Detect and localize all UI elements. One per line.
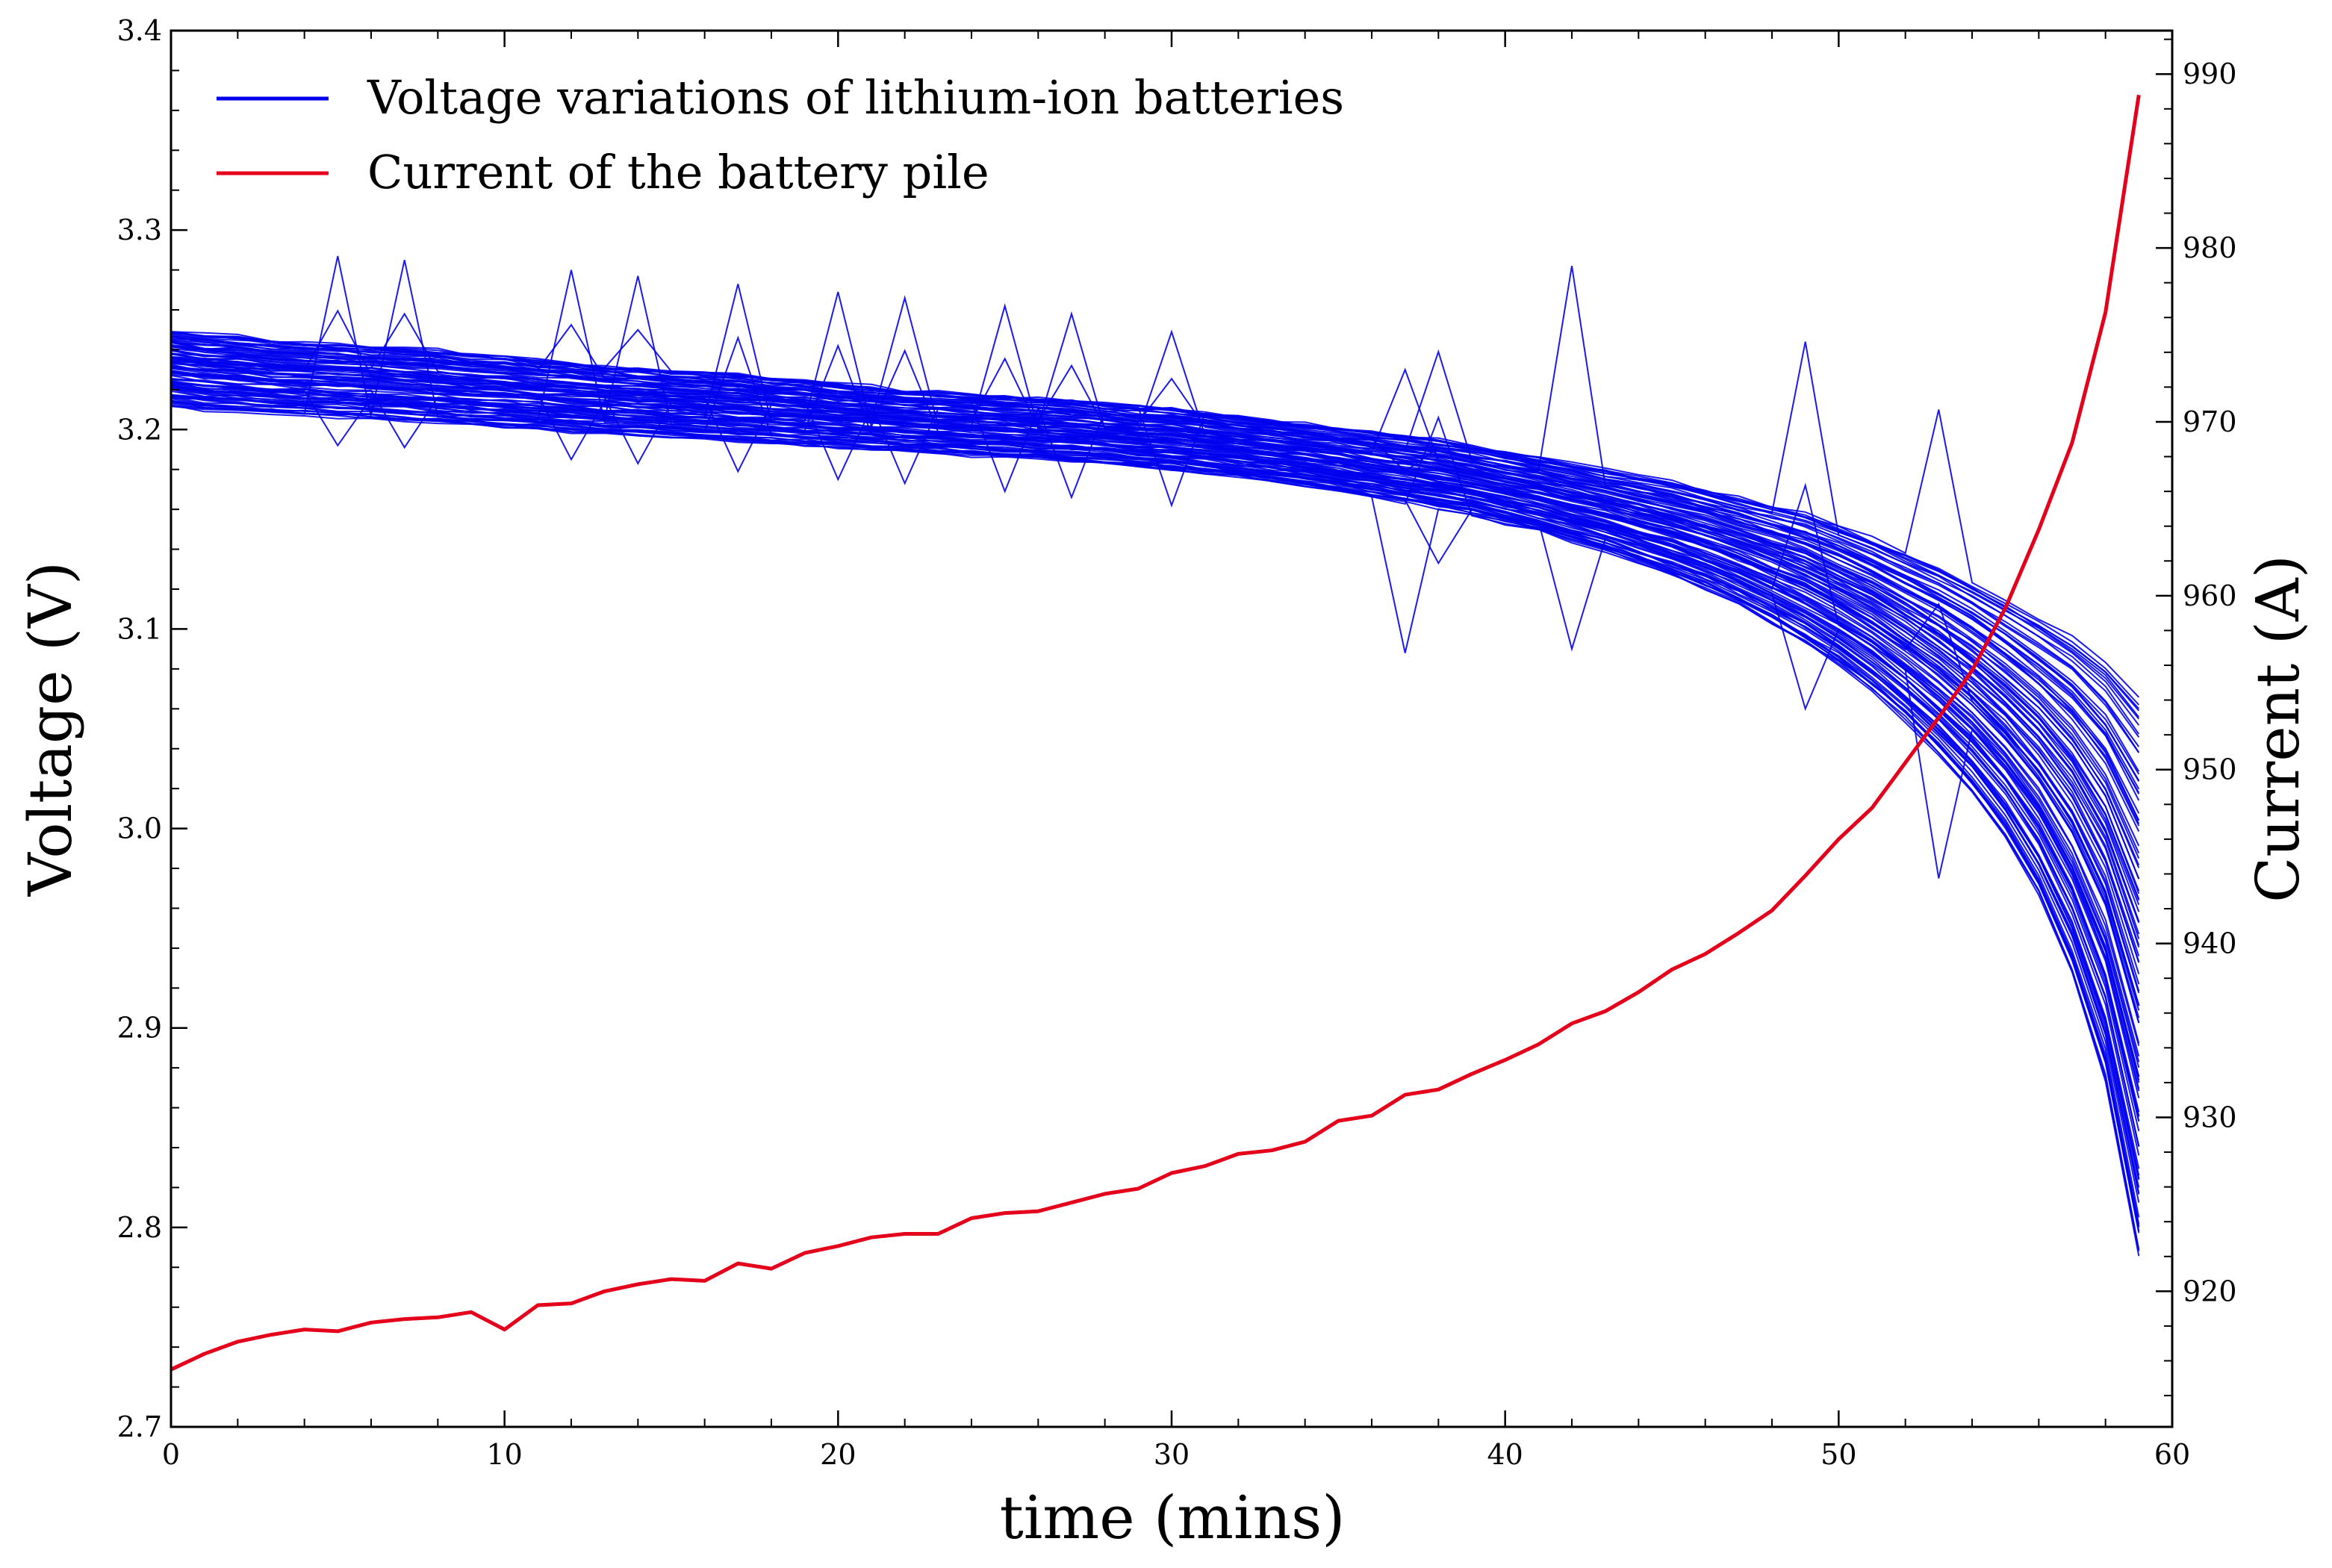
x-tick-label: 0: [162, 1438, 180, 1471]
voltage-cell-line: [170, 382, 2140, 1083]
voltage-cell-line: [170, 346, 2140, 821]
y-left-tick-label: 2.7: [117, 1410, 162, 1443]
current-line: [170, 94, 2141, 1372]
x-tick-label: 40: [1487, 1438, 1523, 1471]
voltage-cell-line: [170, 385, 2140, 1113]
y-right-tick-label: 950: [2183, 753, 2237, 786]
current-series-layer: [170, 94, 2141, 1372]
voltage-series-layer: [170, 255, 2140, 1257]
y-right-tick-label: 990: [2183, 57, 2237, 90]
voltage-cell-line: [170, 357, 2140, 895]
voltage-cell-line: [170, 329, 2140, 912]
voltage-cell-line: [170, 345, 2140, 814]
y-left-tick-label: 3.3: [117, 214, 162, 246]
voltage-cell-line: [170, 374, 2140, 1044]
x-tick-label: 60: [2154, 1438, 2190, 1471]
y-left-tick-label: 2.9: [117, 1012, 162, 1045]
legend: Voltage variations of lithium-ion batter…: [217, 70, 1344, 199]
axis-tick-labels: 0 10 20 30 40 50 60 2.7 2.8 2.9 3.0 3.1 3.2 3.3 3.4 920…: [117, 14, 2237, 1471]
legend-label-voltage: Voltage variations of lithium-ion batter…: [367, 70, 1344, 125]
x-tick-label: 30: [1154, 1438, 1190, 1471]
voltage-cell-line: [170, 334, 2140, 738]
y-axis-right-title: Current (A): [2243, 555, 2313, 903]
y-right-tick-label: 930: [2183, 1101, 2237, 1133]
x-tick-label: 50: [1820, 1438, 1856, 1471]
voltage-cell-line: [170, 400, 2140, 1225]
x-axis-title: time (mins): [1000, 1483, 1346, 1552]
voltage-cell-line: [170, 366, 2140, 956]
y-left-tick-label: 3.2: [117, 413, 162, 446]
voltage-cell-line: [170, 367, 2140, 994]
voltage-cell-line: [170, 405, 2140, 1250]
voltage-cell-line: [170, 323, 2140, 790]
y-right-tick-label: 920: [2183, 1275, 2237, 1307]
y-left-tick-label: 3.1: [117, 612, 162, 645]
axis-ticks: [170, 29, 2174, 1428]
y-right-tick-label: 960: [2183, 579, 2237, 612]
y-left-tick-label: 3.0: [117, 812, 162, 845]
voltage-cell-line: [170, 353, 2140, 868]
voltage-cell-line: [170, 393, 2140, 1179]
y-axis-left-title: Voltage (V): [16, 561, 85, 897]
voltage-cell-line: [170, 349, 2140, 854]
y-left-tick-label: 2.8: [117, 1211, 162, 1244]
y-right-tick-label: 970: [2183, 405, 2237, 438]
y-right-tick-label: 940: [2183, 927, 2237, 960]
voltage-cell-line: [170, 331, 2140, 706]
x-tick-label: 10: [486, 1438, 522, 1471]
y-right-tick-label: 980: [2183, 231, 2237, 264]
legend-label-current: Current of the battery pile: [367, 145, 989, 199]
voltage-cell-line: [170, 360, 2140, 924]
y-left-tick-label: 3.4: [117, 14, 162, 47]
x-tick-label: 20: [820, 1438, 856, 1471]
